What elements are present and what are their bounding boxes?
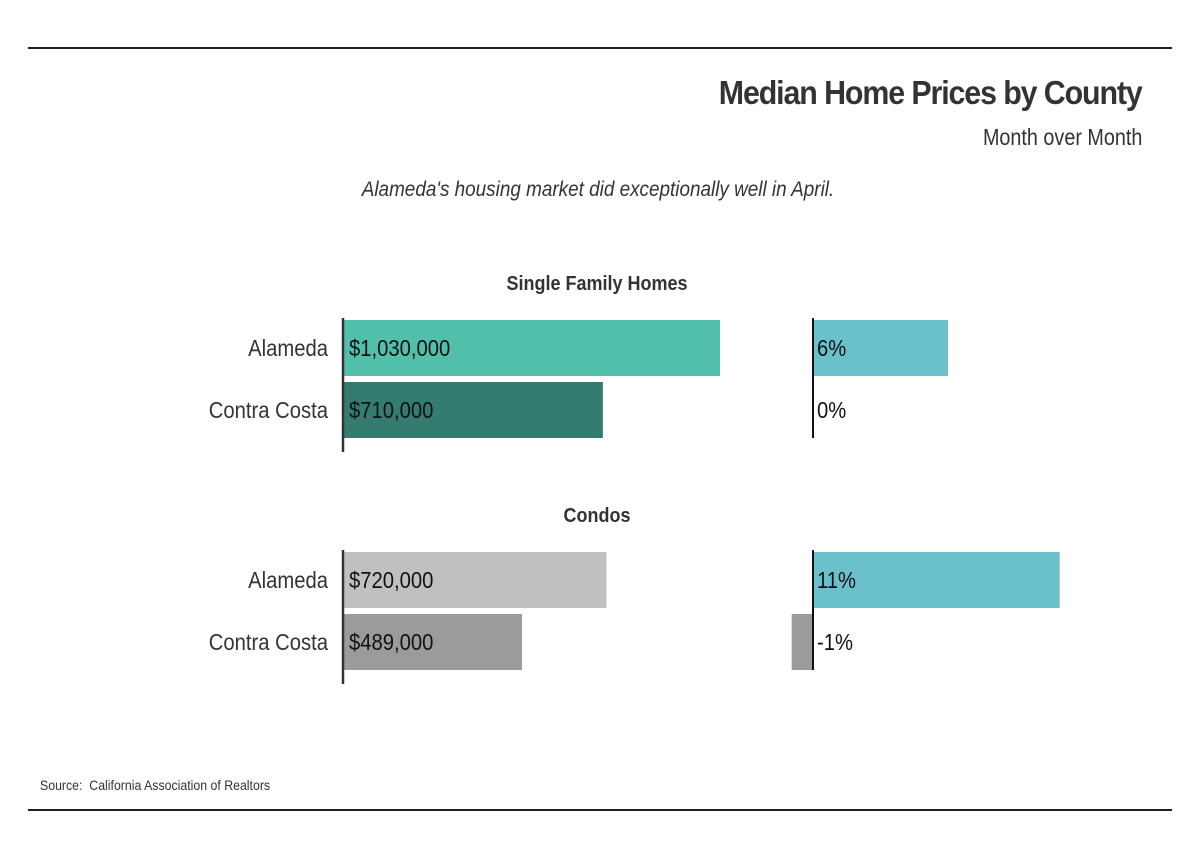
- source-note: Source: California Association of Realto…: [40, 777, 271, 793]
- change-bar: [814, 552, 1060, 608]
- price-data-label: $720,000: [349, 567, 433, 594]
- change-data-label: 0%: [817, 397, 846, 424]
- category-label: Alameda: [248, 567, 329, 594]
- price-bar: [343, 614, 522, 670]
- change-data-label: -1%: [817, 629, 853, 656]
- change-data-label: 11%: [817, 567, 856, 594]
- category-label: Contra Costa: [209, 397, 329, 424]
- price-data-label: $710,000: [349, 397, 433, 424]
- chart-annotation: Alameda's housing market did exceptional…: [361, 178, 835, 201]
- category-label: Contra Costa: [209, 629, 329, 656]
- change-data-label: 6%: [817, 335, 846, 362]
- bottom-rule: [28, 809, 1172, 811]
- top-rule: [28, 47, 1172, 49]
- price-data-label: $1,030,000: [349, 335, 450, 362]
- chart-title: Median Home Prices by County: [719, 74, 1143, 111]
- change-bar: [814, 320, 948, 376]
- category-label: Alameda: [248, 335, 329, 362]
- panel-title: Condos: [564, 505, 631, 527]
- price-bar: [343, 382, 603, 438]
- price-data-label: $489,000: [349, 629, 433, 656]
- panel-title: Single Family Homes: [507, 273, 688, 295]
- price-bar: [343, 320, 720, 376]
- change-bar: [791, 614, 814, 670]
- chart-subtitle: Month over Month: [982, 124, 1142, 150]
- price-bar: [343, 552, 607, 608]
